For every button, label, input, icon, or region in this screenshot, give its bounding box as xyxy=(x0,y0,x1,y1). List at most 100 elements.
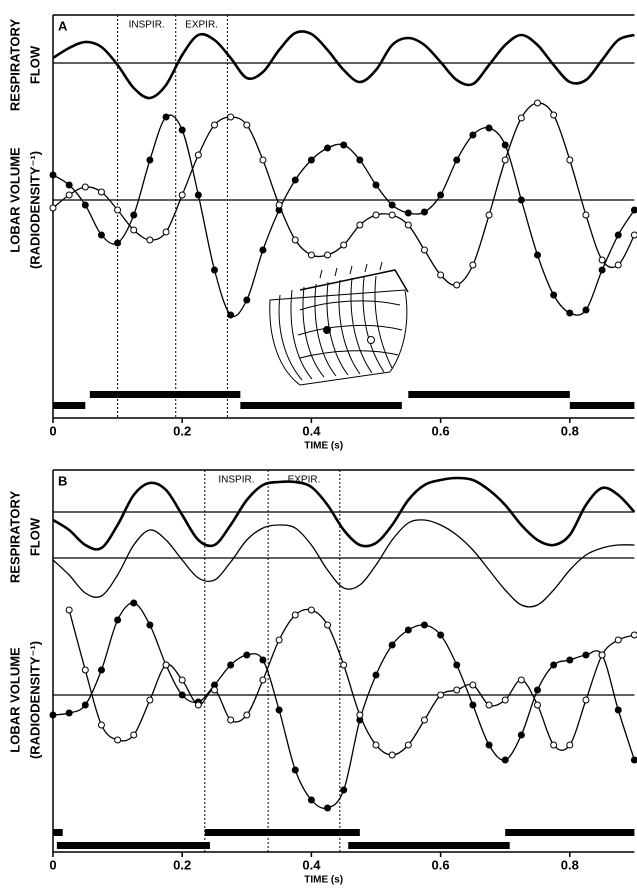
phase-label: INSPIR. xyxy=(218,475,254,486)
data-point xyxy=(307,606,315,614)
data-point xyxy=(97,721,105,729)
data-point xyxy=(453,661,461,669)
data-point xyxy=(291,766,299,774)
data-point xyxy=(630,756,637,764)
data-point xyxy=(227,716,235,724)
data-point xyxy=(453,156,461,164)
data-point xyxy=(372,741,380,749)
data-point xyxy=(372,671,380,679)
data-point xyxy=(275,201,283,209)
phase-label: INSPIR. xyxy=(129,20,165,31)
phase-bar xyxy=(56,842,210,849)
data-point xyxy=(614,636,622,644)
data-point xyxy=(485,124,493,132)
data-point xyxy=(243,651,251,659)
data-point xyxy=(146,696,154,704)
data-point xyxy=(469,131,477,139)
data-point xyxy=(356,156,364,164)
data-point xyxy=(582,211,590,219)
phase-bar xyxy=(408,391,570,398)
data-point xyxy=(340,141,348,149)
data-point xyxy=(614,261,622,269)
data-point xyxy=(501,141,509,149)
data-point xyxy=(307,796,315,804)
data-point xyxy=(517,114,525,122)
data-point xyxy=(259,656,267,664)
data-point xyxy=(437,631,445,639)
data-point xyxy=(566,156,574,164)
data-point xyxy=(243,121,251,129)
data-point xyxy=(501,756,509,764)
phase-bar xyxy=(89,391,241,398)
panel-label: B xyxy=(58,473,67,488)
data-point xyxy=(437,691,445,699)
x-axis-label: TIME (s) xyxy=(304,875,343,886)
data-point xyxy=(517,196,525,204)
data-point xyxy=(130,599,138,607)
series-line xyxy=(52,519,635,608)
data-point xyxy=(517,676,525,684)
data-point xyxy=(598,651,606,659)
data-point xyxy=(162,661,170,669)
data-point xyxy=(566,309,574,317)
panel-label: A xyxy=(58,18,68,33)
data-point xyxy=(291,236,299,244)
data-point xyxy=(582,696,590,704)
phase-label: EXPIR. xyxy=(185,20,218,31)
data-point xyxy=(614,706,622,714)
data-point xyxy=(194,191,202,199)
data-point xyxy=(162,113,170,121)
data-point xyxy=(630,231,637,239)
x-tick-label: 0.6 xyxy=(432,423,450,438)
x-tick-label: 0.8 xyxy=(561,857,579,872)
data-point xyxy=(420,621,428,629)
x-tick-label: 0 xyxy=(49,857,56,872)
data-point xyxy=(146,236,154,244)
data-point xyxy=(259,156,267,164)
phase-bar xyxy=(505,829,635,836)
y-axis-label: (RADIODENSITY⁻¹) xyxy=(27,641,42,759)
data-point xyxy=(534,686,541,694)
data-point xyxy=(49,171,57,179)
y-axis-label: LOBAR VOLUME xyxy=(7,147,22,253)
data-point xyxy=(114,206,122,214)
x-tick-label: 0.2 xyxy=(173,857,191,872)
data-point xyxy=(65,181,73,189)
data-point xyxy=(420,716,428,724)
data-point xyxy=(630,631,637,639)
data-point xyxy=(259,676,267,684)
data-point xyxy=(146,156,154,164)
rib-cage-inset xyxy=(269,261,409,386)
data-point xyxy=(65,709,73,717)
data-point xyxy=(356,711,364,719)
data-point xyxy=(211,266,218,274)
data-point xyxy=(404,221,412,229)
data-point xyxy=(211,686,218,694)
data-point xyxy=(340,241,348,249)
data-point xyxy=(291,611,299,619)
data-point xyxy=(275,706,283,714)
data-point xyxy=(114,616,122,624)
phase-bar xyxy=(240,402,402,409)
data-point xyxy=(324,621,332,629)
data-point xyxy=(420,246,428,254)
data-point xyxy=(534,701,541,709)
data-point xyxy=(194,701,202,709)
x-axis-label: TIME (s) xyxy=(304,441,343,452)
data-point xyxy=(49,711,57,719)
data-point xyxy=(437,191,445,199)
data-point xyxy=(146,621,154,629)
series-line xyxy=(52,476,636,551)
data-point xyxy=(388,201,396,209)
y-axis-label: (RADIODENSITY⁻¹) xyxy=(27,151,42,269)
data-point xyxy=(404,741,412,749)
x-tick-label: 0.2 xyxy=(173,423,191,438)
x-tick-label: 0.4 xyxy=(302,857,321,872)
data-point xyxy=(340,661,348,669)
x-tick-label: 0.6 xyxy=(432,857,450,872)
y-axis-label: FLOW xyxy=(27,517,42,556)
data-point xyxy=(566,656,574,664)
data-point xyxy=(275,636,283,644)
data-point xyxy=(130,211,138,219)
